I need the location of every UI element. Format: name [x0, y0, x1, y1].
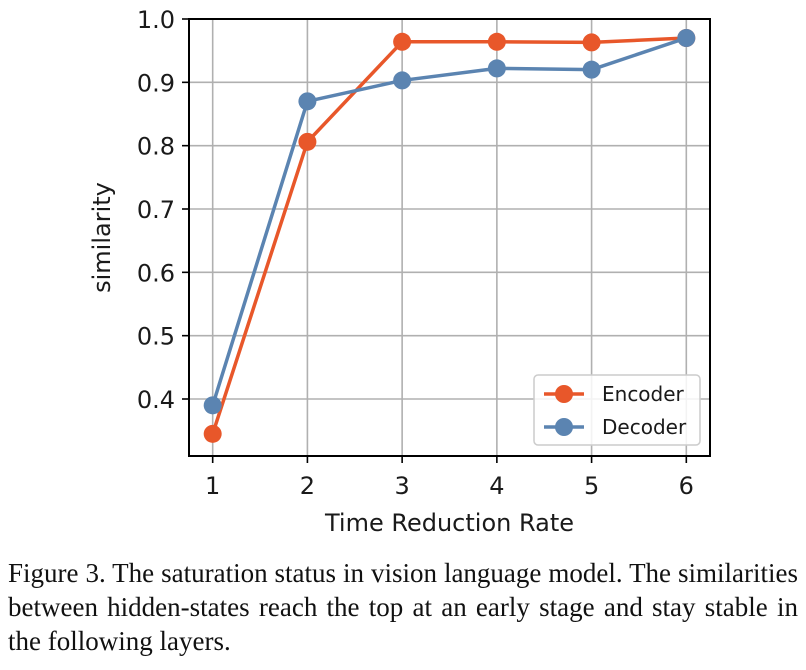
- x-tick-label: 1: [205, 472, 220, 500]
- x-tick-label: 4: [489, 472, 504, 500]
- decoder-data-point: [298, 92, 317, 111]
- decoder-data-point: [203, 396, 222, 415]
- y-tick-label: 0.4: [137, 386, 175, 414]
- y-tick-label: 0.5: [137, 323, 175, 351]
- decoder-data-point: [677, 29, 696, 47]
- legend-label-decoder: Decoder: [602, 415, 687, 439]
- x-tick-label: 6: [679, 472, 694, 500]
- encoder-data-point: [582, 33, 601, 52]
- x-tick-label: 3: [394, 472, 409, 500]
- plot-frame: [188, 18, 711, 457]
- line-chart: 1 2 3 4 5 6 0.4 0.5 0.6 0.7 0.8 0.9 1.0 Time Reducti…: [88, 6, 711, 537]
- x-axis-label: Time Reduction Rate: [324, 509, 574, 537]
- y-tick-label: 1.0: [137, 6, 175, 34]
- legend: Encoder Decoder: [533, 374, 701, 446]
- x-tick-label: 5: [584, 472, 599, 500]
- encoder-data-point: [393, 32, 412, 51]
- decoder-series-line: [211, 36, 687, 406]
- encoder-data-point: [487, 32, 506, 51]
- figure-caption: Figure 3. The saturation status in visio…: [8, 558, 798, 656]
- y-tick-label: 0.8: [137, 133, 175, 161]
- decoder-data-point: [487, 59, 506, 78]
- encoder-data-point: [203, 424, 222, 443]
- y-axis-label: similarity: [88, 182, 116, 293]
- encoder-series-line: [211, 36, 687, 435]
- axis-ticks: 1 2 3 4 5 6 0.4 0.5 0.6 0.7 0.8 0.9 1.0: [137, 6, 694, 500]
- decoder-data-point: [393, 71, 412, 90]
- series-layer: [203, 29, 696, 443]
- legend-marker-encoder: [555, 385, 573, 403]
- x-tick-label: 2: [300, 472, 315, 500]
- y-tick-label: 0.9: [137, 69, 175, 97]
- legend-label-encoder: Encoder: [602, 382, 685, 406]
- decoder-data-point: [582, 60, 601, 79]
- y-tick-label: 0.6: [137, 259, 175, 287]
- encoder-data-point: [298, 132, 317, 151]
- legend-marker-decoder: [555, 418, 573, 436]
- y-tick-label: 0.7: [137, 196, 175, 224]
